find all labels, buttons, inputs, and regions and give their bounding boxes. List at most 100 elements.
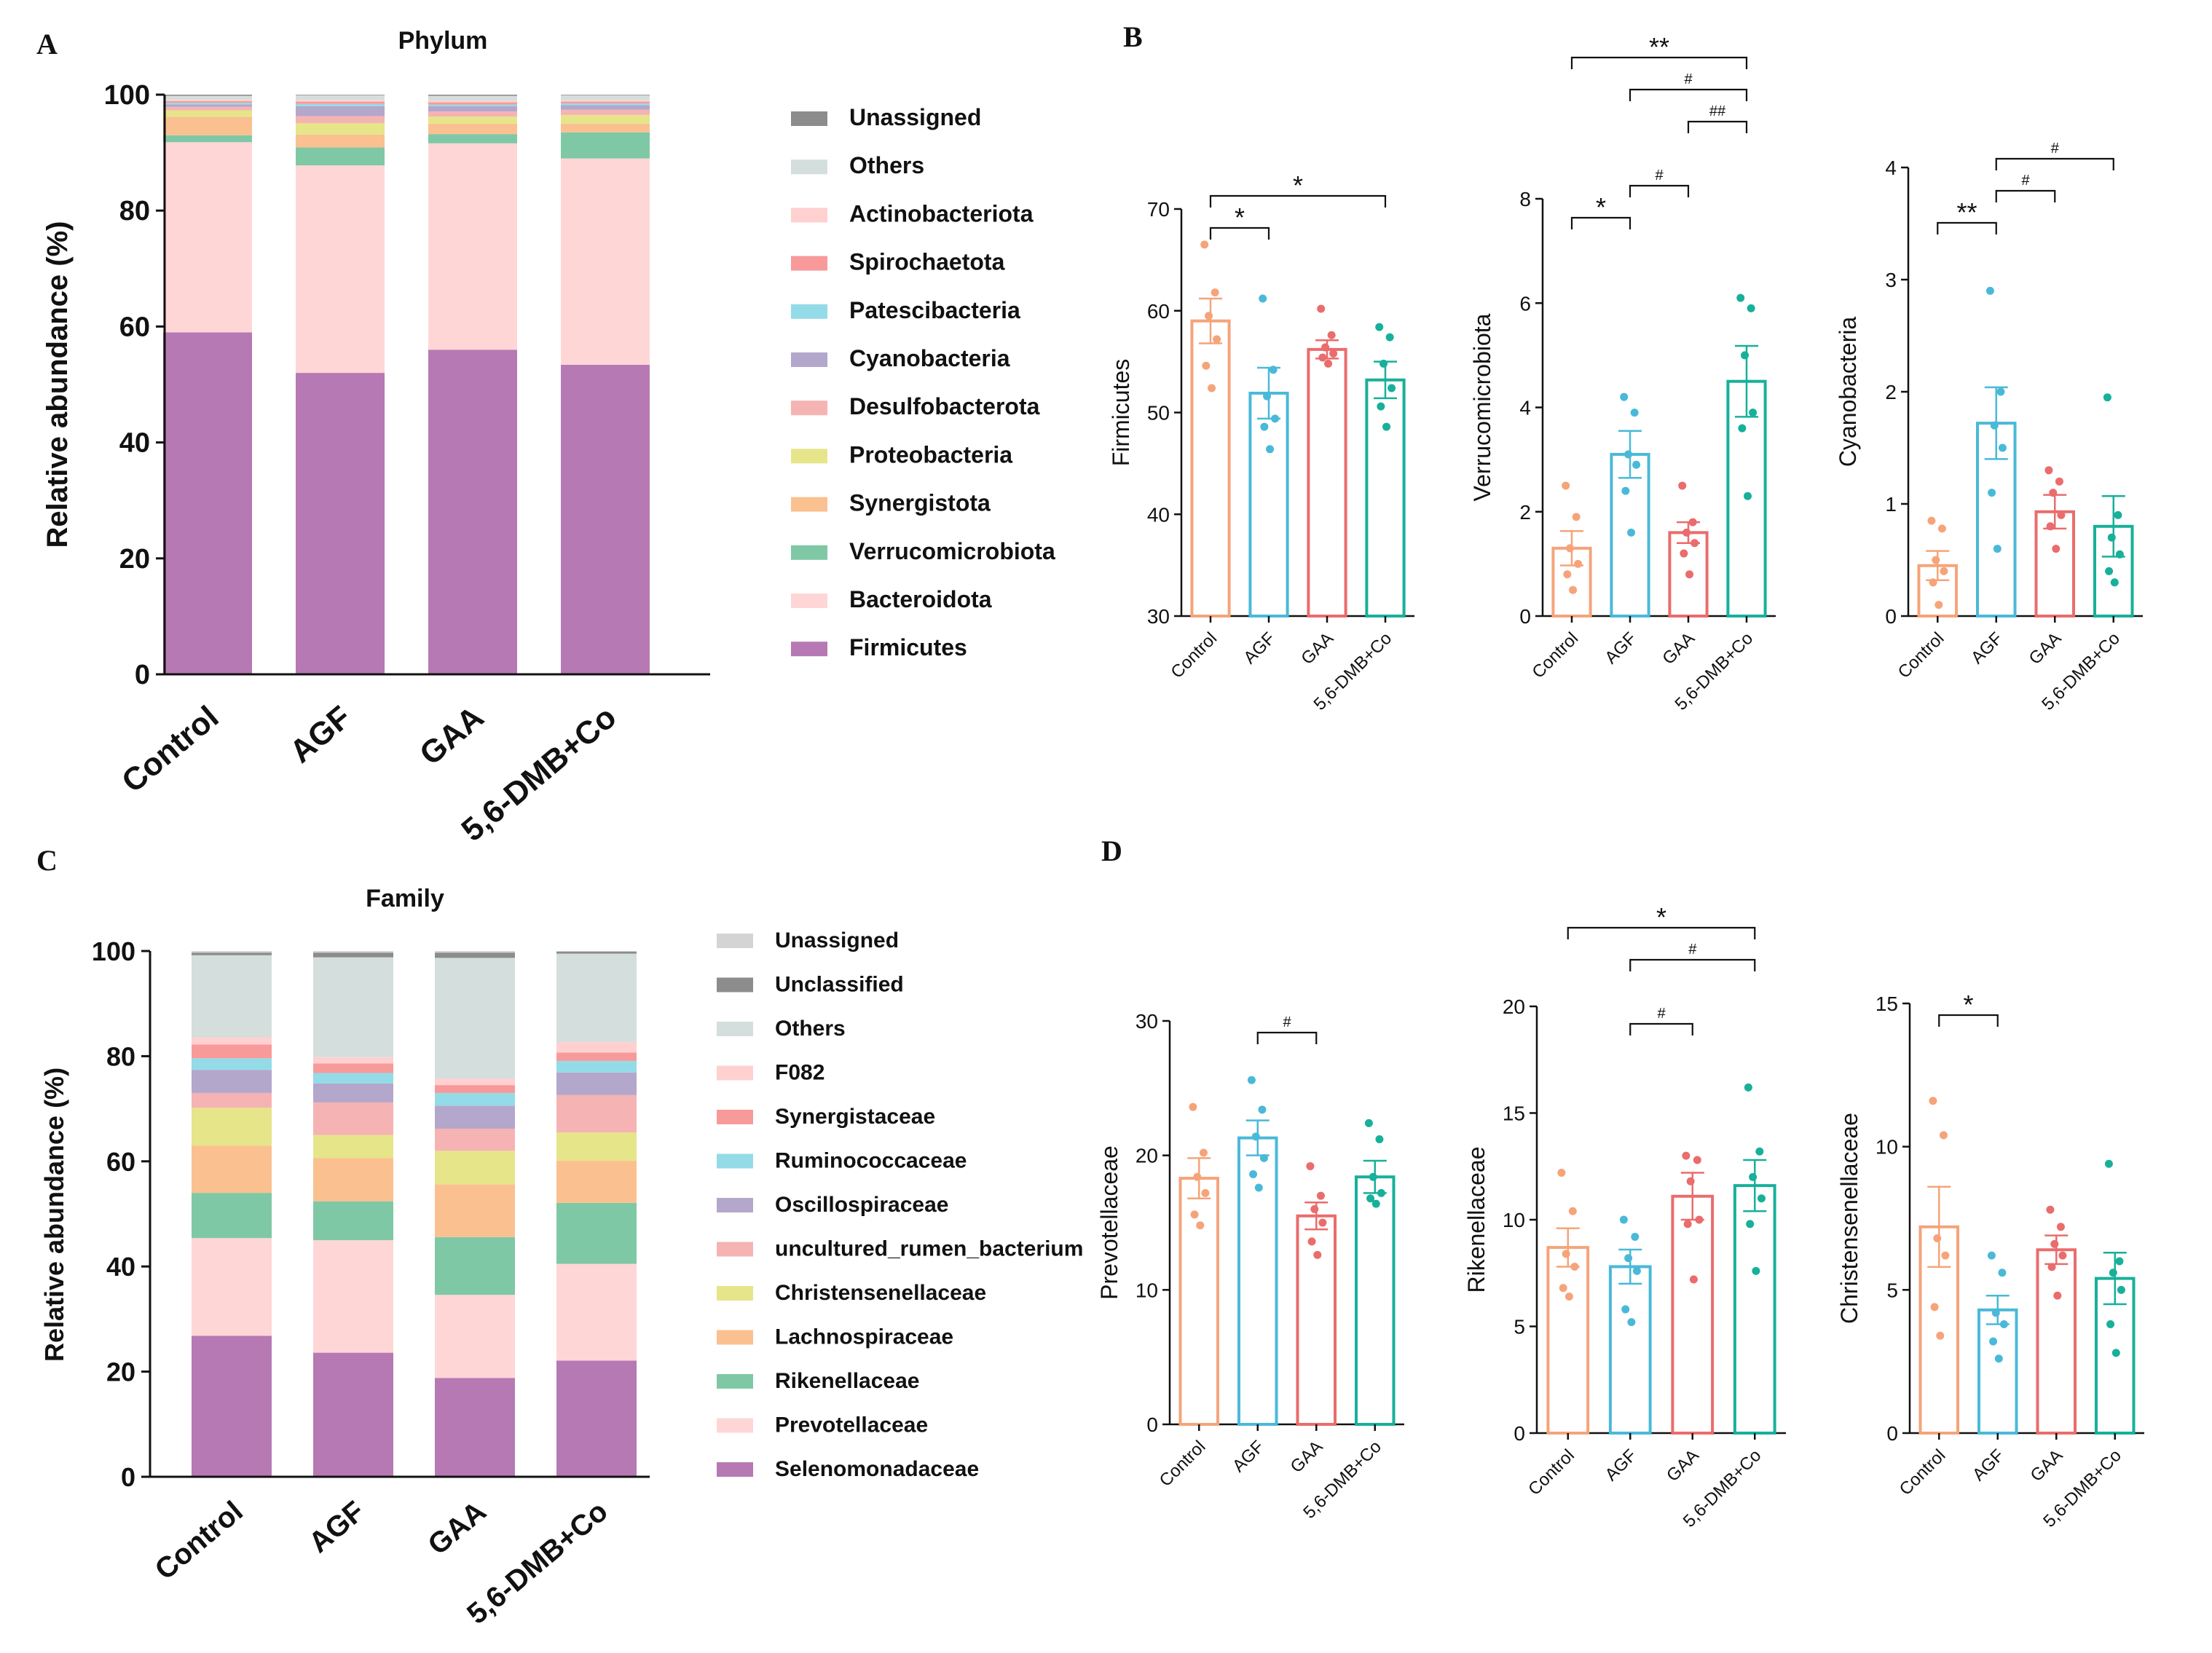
data-point [2049, 489, 2058, 497]
legend-swatch [791, 593, 827, 608]
legend-label: Synergistota [849, 490, 991, 516]
significance-bracket [1629, 1022, 1693, 1035]
stack-segment [561, 114, 650, 124]
stack-segment [435, 951, 515, 953]
stack-segment [435, 1378, 515, 1477]
data-point [1930, 1303, 1939, 1311]
data-point [1932, 556, 1940, 564]
x-tick-label: AGF [1969, 1445, 2008, 1485]
stack-segment [192, 952, 272, 955]
y-tick-label: 100 [104, 80, 150, 111]
y-tick-label: 40 [106, 1252, 135, 1282]
stack-segment [163, 103, 252, 105]
data-point [1271, 414, 1280, 423]
mean-bar [1671, 1194, 1715, 1435]
data-point [1744, 1083, 1752, 1092]
stack-segment [313, 1057, 393, 1064]
data-point [1989, 1337, 1998, 1346]
stack-segment [163, 135, 252, 143]
data-point [2057, 510, 2066, 519]
data-point [2044, 466, 2053, 475]
y-tick-label: 0 [1886, 1422, 1898, 1445]
significance-bracket [1629, 88, 1748, 101]
data-point [1366, 1194, 1375, 1203]
y-tick-label: 100 [92, 936, 135, 966]
legend-label: Selenomonadaceae [775, 1457, 979, 1481]
data-point [1254, 1183, 1263, 1192]
mean-bar [1977, 1308, 2018, 1435]
data-point [2111, 1349, 2120, 1357]
legend-label: Prevotellaceae [775, 1413, 928, 1437]
y-tick-label: 6 [1519, 292, 1531, 315]
legend-swatch [717, 934, 753, 948]
x-tick-label: AGF [1240, 628, 1279, 668]
data-point [1749, 1172, 1758, 1181]
stack-segment [192, 955, 272, 1038]
stack-segment [556, 1360, 637, 1477]
x-tick-label: Control [1524, 1445, 1578, 1499]
data-point [1193, 1172, 1202, 1181]
data-point [1316, 1191, 1325, 1200]
data-point [1936, 1331, 1945, 1340]
stack-segment [428, 106, 517, 112]
data-point [1757, 1194, 1766, 1203]
data-point [1247, 1076, 1256, 1084]
y-axis-label: Verrucomicrobiota [1469, 313, 1495, 501]
stack-segment [313, 951, 393, 953]
stack-segment [163, 106, 252, 111]
y-tick-label: 2 [1885, 381, 1897, 403]
data-point [2046, 522, 2055, 531]
data-point [1310, 1205, 1319, 1214]
data-point [1313, 1250, 1322, 1259]
data-point [1999, 1320, 2008, 1329]
significance-bracket [1938, 1014, 1999, 1027]
stack-segment [556, 1041, 637, 1053]
chart-title: Phylum [398, 27, 488, 55]
panel-label-c: C [36, 844, 58, 877]
data-point [1572, 513, 1581, 521]
y-axis-label: Christensenellaceae [1836, 1113, 1862, 1324]
y-tick-label: 0 [1519, 605, 1531, 628]
stack-segment [313, 957, 393, 1057]
x-tick-label: Control [1894, 628, 1948, 682]
data-point [2109, 1269, 2117, 1277]
data-point [1318, 353, 1327, 362]
legend-swatch [717, 1462, 753, 1477]
data-point [1624, 450, 1633, 459]
data-point [1937, 524, 1946, 533]
y-tick-label: 40 [119, 428, 150, 459]
significance-bracket [1570, 56, 1748, 69]
stacked-chart-c: Family Relative abundance (%) Control AGF GA… [39, 885, 1083, 1630]
y-axis-label: Rikenellaceae [1463, 1146, 1489, 1293]
stack-segment [313, 1073, 393, 1084]
y-tick-label: 60 [1147, 300, 1170, 323]
data-point [1566, 544, 1575, 553]
data-point [1688, 518, 1697, 526]
x-tick-label: Control [1528, 628, 1582, 682]
legend-swatch [717, 1418, 753, 1433]
data-point [1993, 545, 2002, 553]
data-point [1377, 402, 1385, 411]
data-point [1682, 528, 1691, 537]
stack-segment [192, 1044, 272, 1059]
legend-label: Others [775, 1017, 846, 1041]
stack-segment [313, 952, 393, 958]
legend-swatch [717, 1022, 753, 1036]
significance-label: * [1293, 170, 1303, 200]
x-tick-label: GAA [1658, 628, 1699, 668]
y-tick-label: 4 [1519, 397, 1531, 419]
data-point [1327, 331, 1336, 339]
data-point [1379, 359, 1388, 368]
mean-bar [1248, 391, 1289, 618]
stack-segment [163, 104, 252, 107]
mean-bar [1608, 1265, 1652, 1435]
significance-label: # [1283, 1014, 1291, 1030]
mean-bar [1546, 1246, 1590, 1435]
stack-segment [428, 95, 517, 100]
significance-bracket [1995, 157, 2114, 170]
x-tick-label: GAA [1297, 628, 1337, 668]
legend-label: Unclassified [775, 973, 904, 997]
data-point [2050, 1239, 2059, 1248]
